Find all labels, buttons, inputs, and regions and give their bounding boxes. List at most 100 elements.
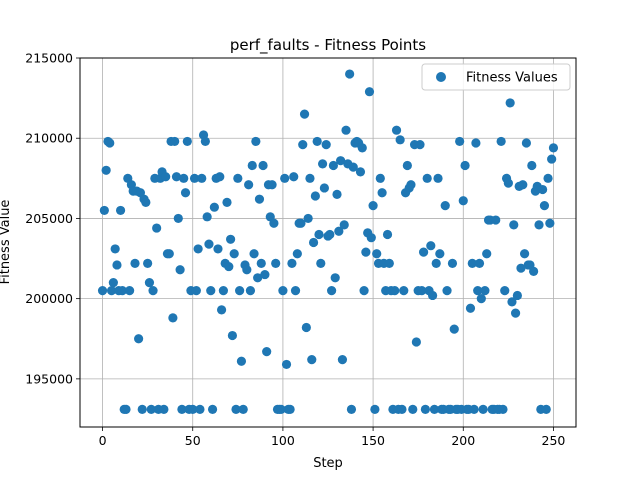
data-point <box>545 218 555 228</box>
y-tick-label: 195000 <box>25 371 73 386</box>
data-point <box>289 172 299 182</box>
data-point <box>108 278 118 288</box>
data-point <box>224 261 234 272</box>
data-point <box>364 87 375 97</box>
data-point <box>510 308 521 318</box>
legend-marker <box>436 72 446 82</box>
data-point <box>402 160 412 171</box>
data-point <box>191 286 201 296</box>
data-point <box>368 201 378 211</box>
data-point <box>433 173 443 183</box>
data-point <box>206 286 216 296</box>
data-point <box>97 286 108 296</box>
data-point <box>406 180 416 190</box>
data-point <box>391 125 402 135</box>
data-point <box>512 290 522 301</box>
data-point <box>345 69 355 79</box>
data-point <box>384 258 394 268</box>
y-tick-label: 205000 <box>25 211 73 226</box>
data-point <box>218 286 228 296</box>
data-point <box>179 173 189 183</box>
data-point <box>375 173 385 183</box>
data-point <box>478 404 488 414</box>
data-point <box>189 173 200 183</box>
data-point <box>543 173 553 183</box>
data-point <box>105 138 115 148</box>
x-tick-label: 200 <box>451 433 475 448</box>
data-point <box>527 160 537 171</box>
data-point <box>348 162 358 172</box>
y-tick-label: 215000 <box>25 51 73 66</box>
data-point <box>200 136 210 147</box>
data-point <box>202 212 212 222</box>
data-point <box>298 140 308 150</box>
data-point <box>101 165 111 175</box>
data-point <box>278 286 288 296</box>
data-point <box>500 286 510 296</box>
data-point <box>447 258 458 268</box>
data-point <box>460 160 470 171</box>
data-point <box>159 404 169 414</box>
data-point <box>245 286 256 296</box>
data-point <box>130 258 140 268</box>
data-point <box>516 263 526 273</box>
data-point <box>370 404 380 414</box>
data-point <box>141 197 151 207</box>
data-point <box>134 334 144 344</box>
data-point <box>290 286 301 296</box>
data-point <box>301 322 311 333</box>
y-tick-label: 200000 <box>25 291 73 306</box>
data-point <box>471 138 481 148</box>
data-point <box>312 136 322 147</box>
data-point <box>519 249 530 259</box>
data-point <box>316 258 326 268</box>
data-point <box>244 180 254 190</box>
data-point <box>539 201 550 211</box>
data-points <box>97 69 559 414</box>
chart-title: perf_faults - Fitness Points <box>230 36 426 55</box>
x-tick-label: 0 <box>99 433 107 448</box>
data-point <box>249 249 259 259</box>
data-point <box>411 337 421 347</box>
legend-label: Fitness Values <box>466 71 558 86</box>
data-point <box>227 330 238 341</box>
data-point <box>299 109 310 119</box>
data-point <box>254 194 265 204</box>
data-point <box>482 249 492 259</box>
data-point <box>415 140 425 150</box>
data-point <box>285 404 295 414</box>
data-point <box>260 269 270 280</box>
data-point <box>175 265 185 275</box>
data-point <box>164 249 174 259</box>
data-point <box>328 160 339 171</box>
legend: Fitness Values <box>421 63 571 91</box>
data-point <box>262 346 272 357</box>
data-point <box>337 355 348 365</box>
data-point <box>188 404 198 414</box>
data-point <box>355 167 366 177</box>
data-point <box>372 249 382 259</box>
data-point <box>498 404 508 414</box>
data-point <box>541 404 551 414</box>
x-tick-label: 100 <box>271 433 295 448</box>
data-point <box>399 286 409 296</box>
data-point <box>455 136 465 147</box>
plot-frame <box>79 57 577 428</box>
data-point <box>305 173 315 183</box>
data-point <box>106 286 117 296</box>
data-point <box>325 229 335 240</box>
data-point <box>231 404 241 414</box>
data-point <box>233 173 243 183</box>
data-point <box>408 404 418 414</box>
data-point <box>327 286 337 296</box>
data-point <box>547 154 557 164</box>
data-point <box>431 258 441 268</box>
data-point <box>395 135 405 145</box>
data-point <box>170 136 180 147</box>
data-point <box>467 258 477 268</box>
data-point <box>321 140 331 150</box>
data-point <box>213 244 223 254</box>
legend-box <box>421 63 571 91</box>
data-point <box>435 249 445 259</box>
data-point <box>168 313 178 323</box>
